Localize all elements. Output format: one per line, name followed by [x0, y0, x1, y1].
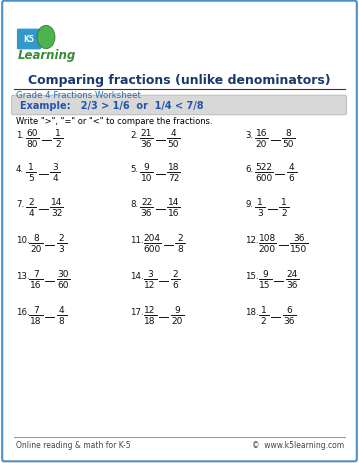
Text: 3.: 3.	[245, 131, 253, 140]
Text: 22: 22	[141, 198, 152, 206]
Text: 3: 3	[52, 163, 58, 172]
Text: 3: 3	[257, 208, 263, 218]
Text: 2.: 2.	[130, 131, 138, 140]
Text: 11.: 11.	[130, 236, 144, 245]
Text: 6: 6	[286, 305, 292, 314]
Text: 17.: 17.	[130, 308, 144, 317]
Text: 2: 2	[261, 316, 266, 325]
Text: 4: 4	[52, 174, 58, 182]
Text: 522: 522	[255, 163, 272, 172]
Text: 72: 72	[168, 174, 179, 182]
Text: 5.: 5.	[130, 165, 138, 174]
Text: 1: 1	[257, 198, 263, 206]
Text: ©  www.k5learning.com: © www.k5learning.com	[252, 441, 344, 450]
Text: 13.: 13.	[16, 272, 30, 281]
Text: 20: 20	[30, 244, 42, 253]
Text: 8.: 8.	[130, 200, 138, 209]
Text: 15: 15	[259, 281, 271, 289]
Text: 600: 600	[144, 244, 161, 253]
Text: 24: 24	[286, 269, 298, 278]
Text: 6: 6	[173, 281, 178, 289]
Text: 6: 6	[289, 174, 294, 182]
Text: 200: 200	[259, 244, 276, 253]
Text: 10: 10	[141, 174, 152, 182]
FancyBboxPatch shape	[11, 96, 346, 116]
Text: 9: 9	[174, 305, 180, 314]
Text: 2: 2	[281, 208, 287, 218]
Text: 8: 8	[59, 316, 64, 325]
Text: Write ">", "=" or "<" to compare the fractions.: Write ">", "=" or "<" to compare the fra…	[16, 117, 213, 126]
Text: 30: 30	[57, 269, 69, 278]
Text: 4: 4	[28, 208, 34, 218]
Text: 18: 18	[168, 163, 179, 172]
Text: 36: 36	[141, 208, 152, 218]
Text: 1: 1	[55, 129, 61, 138]
Text: 2: 2	[55, 140, 61, 149]
Text: 16: 16	[256, 129, 267, 138]
Text: 12: 12	[144, 281, 156, 289]
Text: 15.: 15.	[245, 272, 258, 281]
Text: 50: 50	[283, 140, 294, 149]
Text: 36: 36	[286, 281, 298, 289]
Text: 3: 3	[59, 244, 64, 253]
Text: 80: 80	[27, 140, 38, 149]
Text: 204: 204	[144, 233, 161, 243]
Text: Grade 4 Fractions Worksheet: Grade 4 Fractions Worksheet	[16, 91, 141, 100]
Text: K5: K5	[23, 36, 34, 44]
Text: 2: 2	[177, 233, 183, 243]
Text: 18: 18	[30, 316, 42, 325]
Text: 36: 36	[293, 233, 304, 243]
Text: 16: 16	[168, 208, 179, 218]
Text: Comparing fractions (unlike denominators): Comparing fractions (unlike denominators…	[28, 75, 330, 88]
Text: 9: 9	[144, 163, 149, 172]
Text: 1: 1	[281, 198, 287, 206]
Text: 60: 60	[27, 129, 38, 138]
Text: 1: 1	[28, 163, 34, 172]
Text: 7: 7	[33, 269, 39, 278]
Text: 14: 14	[168, 198, 179, 206]
Text: 7.: 7.	[16, 200, 24, 209]
Text: 600: 600	[255, 174, 272, 182]
Text: 10.: 10.	[16, 236, 30, 245]
Text: 9: 9	[262, 269, 268, 278]
Text: 12.: 12.	[245, 236, 258, 245]
Text: 7: 7	[33, 305, 39, 314]
Text: 2: 2	[59, 233, 64, 243]
Text: 36: 36	[141, 140, 152, 149]
Text: 1.: 1.	[16, 131, 24, 140]
Text: 16: 16	[30, 281, 42, 289]
Circle shape	[37, 26, 55, 50]
Text: 60: 60	[57, 281, 69, 289]
Text: 108: 108	[258, 233, 276, 243]
Text: 32: 32	[51, 208, 62, 218]
Text: 18: 18	[144, 316, 156, 325]
Text: 6.: 6.	[245, 165, 253, 174]
Text: 20: 20	[256, 140, 267, 149]
Text: 4: 4	[171, 129, 176, 138]
Text: 8: 8	[286, 129, 292, 138]
Text: 5: 5	[28, 174, 34, 182]
Text: 20: 20	[171, 316, 183, 325]
Text: 36: 36	[283, 316, 295, 325]
Text: 4.: 4.	[16, 165, 24, 174]
Text: Online reading & math for K-5: Online reading & math for K-5	[16, 441, 131, 450]
Text: 8: 8	[177, 244, 183, 253]
Text: 9.: 9.	[245, 200, 253, 209]
Text: 4: 4	[289, 163, 294, 172]
Text: Learning: Learning	[18, 50, 76, 63]
Text: 2: 2	[28, 198, 34, 206]
Text: 50: 50	[168, 140, 179, 149]
Text: 150: 150	[290, 244, 307, 253]
FancyBboxPatch shape	[17, 30, 41, 50]
Text: Example:   2/3 > 1/6  or  1/4 < 7/8: Example: 2/3 > 1/6 or 1/4 < 7/8	[20, 101, 204, 111]
Text: 14: 14	[51, 198, 62, 206]
Text: 8: 8	[33, 233, 39, 243]
Text: 12: 12	[144, 305, 156, 314]
Text: 2: 2	[173, 269, 178, 278]
Text: 4: 4	[59, 305, 64, 314]
Text: 14.: 14.	[130, 272, 144, 281]
Text: 1: 1	[261, 305, 266, 314]
Text: 21: 21	[141, 129, 152, 138]
Text: 16.: 16.	[16, 308, 30, 317]
